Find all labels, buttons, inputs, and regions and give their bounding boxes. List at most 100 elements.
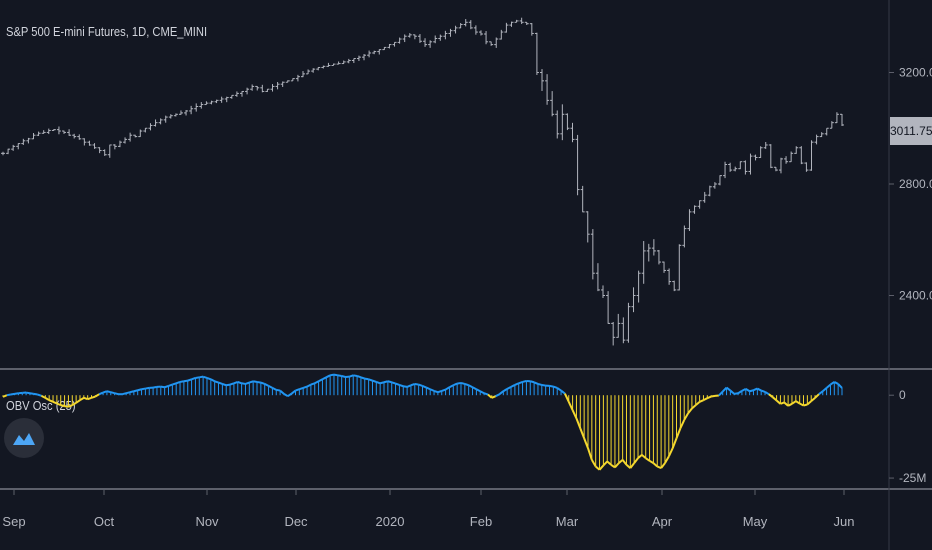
osc-line-segment (498, 390, 504, 395)
osc-line-segment (414, 382, 419, 386)
osc-line-segment (691, 404, 697, 410)
osc-line-segment (164, 384, 169, 389)
price-bar (539, 69, 544, 91)
axes: 2400.00 2800.00 3200.00 0 -25M Sep Oct Nov Dec 20… (2, 65, 932, 529)
osc-line-segment (660, 462, 666, 469)
osc-line-segment (64, 405, 69, 408)
osc-line-segment (549, 384, 554, 388)
osc-line-segment (652, 462, 658, 468)
osc-line-segment (621, 459, 628, 466)
osc-line-segment (183, 379, 188, 383)
x-tick-label: Oct (94, 514, 115, 529)
osc-line-segment (560, 389, 566, 395)
price-bar (219, 96, 224, 103)
price-bar (133, 134, 138, 138)
osc-line-segment (137, 388, 142, 392)
osc-line-segment (667, 447, 674, 457)
osc-line-segment (537, 382, 543, 386)
price-bar (117, 140, 122, 148)
osc-line-segment (702, 397, 708, 402)
osc-line-segment (383, 380, 389, 384)
osc-line-segment (2, 394, 8, 398)
price-bar (748, 153, 753, 175)
osc-line-segment (460, 381, 466, 385)
x-tick-label: Sep (2, 514, 25, 529)
price-bar (758, 146, 763, 159)
osc-line-segment (41, 394, 46, 399)
price-bar (214, 99, 219, 104)
osc-line-segment (83, 396, 88, 401)
price-bar (575, 134, 580, 196)
osc-line-segment (25, 391, 31, 395)
osc-line-segment (422, 385, 427, 389)
price-bar (529, 23, 534, 36)
price-bar (194, 103, 199, 112)
price-bar (367, 50, 372, 58)
osc-line-segment (737, 390, 743, 395)
price-bar (702, 191, 707, 203)
price-bar (478, 30, 483, 36)
osc-line-segment (522, 379, 527, 383)
osc-line-segment (753, 387, 758, 392)
price-bar (270, 84, 275, 92)
price-bar (616, 313, 621, 338)
price-bar (362, 54, 367, 61)
price-bar (728, 162, 733, 172)
price-bar (16, 143, 21, 150)
y-tick-label: 2400.00 (899, 289, 932, 303)
osc-line-segment (356, 375, 362, 379)
osc-line-segment (614, 462, 620, 469)
osc-line-segment (325, 374, 331, 379)
osc-line-segment (725, 386, 732, 392)
osc-tick-label: 0 (899, 388, 906, 402)
price-bar (814, 134, 819, 145)
chart-title: S&P 500 E-mini Futures, 1D, CME_MINI (6, 24, 208, 39)
price-bar (77, 134, 82, 140)
price-bar (555, 110, 560, 139)
price-bar (453, 25, 458, 34)
price-bar (631, 287, 636, 313)
y-tick-label: 2800.00 (899, 177, 932, 191)
osc-line-segment (160, 385, 165, 389)
osc-line-segment (456, 381, 462, 385)
osc-line-segment (822, 387, 828, 392)
price-bar (92, 143, 97, 149)
osc-line-segment (241, 382, 246, 385)
osc-line-segment (187, 378, 192, 382)
osc-line-segment (214, 380, 219, 384)
price-bar (280, 81, 285, 87)
price-bar (667, 268, 672, 285)
osc-line-segment (94, 393, 100, 398)
price-bar (1, 151, 5, 156)
osc-line-segment (675, 427, 682, 439)
osc-line-segment (818, 390, 824, 395)
osc-line-segment (760, 389, 766, 393)
price-bar (346, 58, 351, 64)
oscillator-label: OBV Osc (25) (6, 398, 76, 413)
osc-line-segment (406, 384, 412, 388)
x-tick-label: Jun (834, 514, 855, 529)
price-bar (178, 110, 183, 115)
osc-line-segment (6, 393, 11, 397)
osc-line-segment (172, 382, 177, 386)
osc-line-segment (445, 386, 450, 391)
osc-line-segment (306, 383, 312, 388)
osc-line-segment (206, 377, 212, 381)
price-bar (636, 270, 641, 303)
osc-line-segment (98, 391, 104, 396)
osc-line-segment (595, 465, 601, 471)
price-bar (377, 49, 382, 55)
osc-line-segment (399, 383, 404, 388)
osc-line-segment (152, 385, 158, 389)
price-bar (514, 19, 519, 23)
osc-line-segment (202, 375, 208, 379)
osc-line-segment (541, 383, 546, 387)
price-bar (123, 137, 128, 144)
osc-line-segment (598, 464, 605, 471)
osc-line-segment (175, 380, 181, 385)
price-bar (626, 302, 631, 343)
osc-line-segment (448, 384, 454, 389)
osc-line-segment (237, 380, 242, 385)
price-bar (128, 132, 133, 142)
